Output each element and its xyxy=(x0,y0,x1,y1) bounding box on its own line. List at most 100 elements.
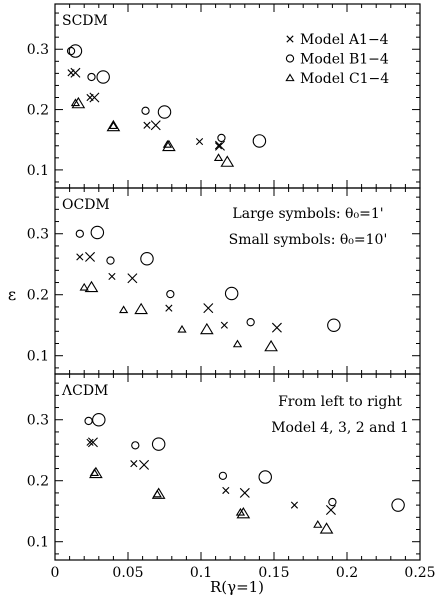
panel-3-point-cross-small xyxy=(222,486,230,495)
panel-2-point-triangle-large xyxy=(199,322,214,335)
panel-3-point-triangle-large xyxy=(236,506,251,519)
panel-2-point-triangle-large xyxy=(84,280,99,293)
panel-1-point-circle-small xyxy=(66,46,76,56)
panel-3-point-cross-small xyxy=(130,460,138,468)
panel-3-point-circle-small xyxy=(328,497,337,507)
panel-2-point-circle-small xyxy=(75,229,84,238)
panel-3-point-cross-large xyxy=(139,459,150,470)
panel-2-point-circle-large xyxy=(224,286,239,301)
panel-1-point-cross-large xyxy=(214,140,225,151)
panel-3-y-tick-label: 0.1 xyxy=(27,535,49,551)
panel-1-y-tick-label: 0.3 xyxy=(27,42,49,58)
panel-2-point-cross-small xyxy=(108,272,116,281)
panel-3-title: ΛCDM xyxy=(61,383,108,399)
panel-3-legend-text-line: Model 4, 3, 2 and 1 xyxy=(271,420,409,436)
labels-layer: 0.1 0.2 0.3 SCDM Model A1−4 Model B1−4 Model C… xyxy=(27,13,436,581)
panel-2-point-cross-small xyxy=(220,321,228,329)
panel-1-point-cross-large xyxy=(150,120,161,131)
panel-3-point-circle-small xyxy=(218,471,228,480)
panel-3-ticks xyxy=(54,374,421,560)
panel-2-point-triangle-large xyxy=(264,339,278,352)
panel-1-point-cross-small xyxy=(214,142,223,150)
panel-2-point-cross-large xyxy=(85,251,96,262)
panel-1-legend-label-cross: Model A1−4 xyxy=(300,32,389,48)
panel-2-point-triangle-small xyxy=(232,339,243,348)
panel-2-y-tick-label: 0.1 xyxy=(27,349,49,365)
panel-1-point-circle-large xyxy=(96,70,110,84)
panel-1-point-cross-large xyxy=(70,67,81,78)
panel-3-legend-text-line: From left to right xyxy=(278,394,402,410)
panel-1-legend-marker-cross xyxy=(286,35,294,43)
panel-3-point-circle-small xyxy=(131,441,140,450)
panel-1-point-triangle-small xyxy=(70,98,81,107)
panel-2-point-cross-small xyxy=(165,304,173,312)
panel-2-point-circle-small xyxy=(106,256,115,265)
panel-1-point-cross-small xyxy=(195,137,204,146)
panel-2-y-tick-label: 0.3 xyxy=(27,227,49,243)
panel-2-point-cross-large xyxy=(271,322,282,333)
panel-3-point-cross-large xyxy=(239,487,250,498)
panel-1-point-triangle-small xyxy=(213,153,224,162)
panel-3-point-triangle-large xyxy=(151,487,166,499)
panel-2-point-circle-small xyxy=(246,318,255,327)
panel-2-legend-text-line: Small symbols: θ₀=10' xyxy=(229,232,388,248)
panel-1-point-circle-small xyxy=(217,133,226,143)
x-axis-label: R(γ=1) xyxy=(210,578,264,596)
axes-layer xyxy=(54,3,421,561)
panel-1-point-triangle-small xyxy=(108,121,119,130)
x-tick-label: 0 xyxy=(51,565,60,581)
panel-3-point-circle-small xyxy=(84,416,93,426)
x-tick-label: 0.1 xyxy=(190,565,212,581)
panel-3-point-triangle-large xyxy=(319,522,334,534)
panel-2-point-cross-large xyxy=(127,273,138,284)
panel-1-y-tick-label: 0.1 xyxy=(27,163,49,179)
panel-1-y-tick-label: 0.2 xyxy=(27,103,49,119)
panel-1-point-circle-large xyxy=(252,134,267,148)
panel-1-ticks xyxy=(54,4,421,188)
panel-2-point-cross-small xyxy=(76,253,84,261)
panel-1-point-triangle-large xyxy=(106,119,121,132)
panel-2-point-circle-small xyxy=(166,289,175,299)
panel-1-point-circle-small xyxy=(141,106,150,115)
x-tick-label: 0.05 xyxy=(112,565,143,581)
panel-3-point-triangle-small xyxy=(235,507,246,516)
panel-1-point-circle-small xyxy=(87,72,96,82)
panel-3-frame xyxy=(54,373,421,561)
panel-2-legend-text-line: Large symbols: θ₀=1' xyxy=(232,206,383,222)
panel-3-point-circle-large xyxy=(391,498,405,512)
panel-3-point-cross-small xyxy=(86,438,94,446)
panel-1-legend-marker-triangle xyxy=(285,73,295,82)
x-tick-label: 0.15 xyxy=(258,565,289,581)
panel-2-point-triangle-small xyxy=(118,305,129,314)
panel-3-point-triangle-large xyxy=(89,466,103,479)
y-axis-label: ε xyxy=(8,285,16,304)
panel-2-y-tick-label: 0.2 xyxy=(27,288,49,304)
panel-2-point-triangle-small xyxy=(79,282,89,291)
panel-3-point-circle-large xyxy=(151,437,166,451)
panel-3-y-tick-label: 0.2 xyxy=(27,474,49,490)
panel-2-point-circle-large xyxy=(90,225,105,240)
panel-1-point-cross-small xyxy=(143,121,151,129)
panel-1-point-triangle-large xyxy=(71,96,86,109)
panel-1-title: SCDM xyxy=(62,13,108,29)
marks-layer xyxy=(66,44,405,534)
panel-1-point-triangle-large xyxy=(162,139,176,152)
x-tick-label: 0.25 xyxy=(404,565,435,581)
panel-2-point-cross-large xyxy=(203,303,214,314)
panel-2-ticks xyxy=(54,188,421,374)
panel-1-point-circle-large xyxy=(157,105,172,119)
panel-1-legend-marker-circle xyxy=(285,54,295,63)
panel-2-point-triangle-large xyxy=(134,302,148,315)
panel-2-point-circle-large xyxy=(140,251,154,266)
panel-3-point-triangle-small xyxy=(313,520,323,528)
panel-1-legend-label-circle: Model B1−4 xyxy=(300,52,389,68)
panel-3-point-cross-large xyxy=(87,437,98,448)
panel-2-title: OCDM xyxy=(62,197,110,213)
panel-3-point-cross-large xyxy=(325,505,336,515)
panel-3-point-circle-large xyxy=(92,412,106,427)
x-tick-label: 0.2 xyxy=(336,565,358,581)
panel-3-point-cross-small xyxy=(290,501,299,509)
panel-2-point-circle-large xyxy=(327,318,341,332)
panel-1-point-triangle-small xyxy=(162,139,173,148)
